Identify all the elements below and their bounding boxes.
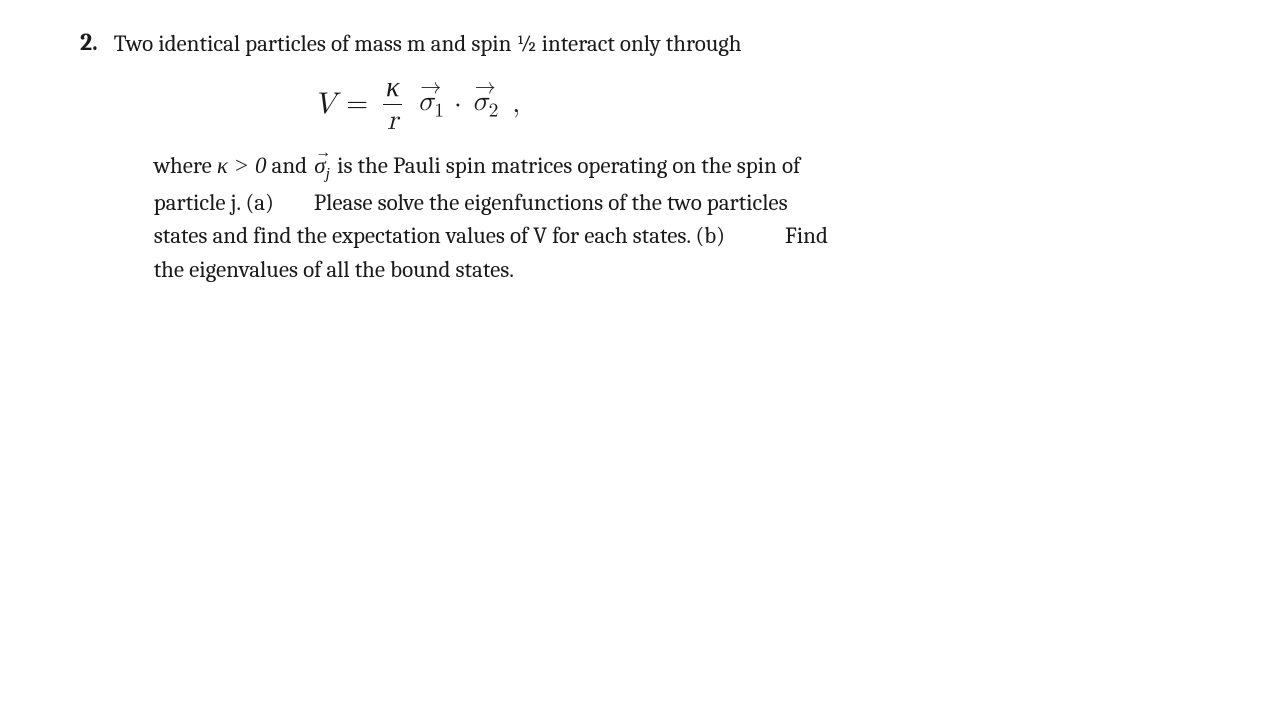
sigma1-vector: → σ1	[417, 87, 444, 122]
problem-container: 2. Two identical particles of mass m and…	[80, 28, 1200, 286]
text-segment: states and find the expectation values o…	[154, 222, 725, 249]
numerator-kappa: κ	[382, 74, 403, 104]
kappa-inequality: κ > 0	[217, 153, 267, 178]
equation-block: V = κ r → σ1 · → σ2 ,	[314, 74, 1200, 135]
text-segment: particle j. (a)	[154, 189, 274, 216]
sigma-j-vector: →σj	[314, 149, 330, 186]
text-segment: Please solve the eigenfunctions of the t…	[314, 189, 788, 216]
text-segment: is the Pauli spin matrices operating on …	[337, 152, 800, 179]
fraction-kappa-r: κ r	[382, 74, 403, 135]
vector-arrow-icon: →	[472, 76, 499, 99]
denominator-r: r	[383, 104, 402, 135]
sigma2-vector: → σ2	[472, 87, 499, 122]
intro-text: Two identical particles of mass m and sp…	[114, 28, 1200, 60]
text-segment: where	[154, 152, 217, 179]
problem-number: 2.	[80, 28, 98, 56]
text-segment: the eigenvalues of all the bound states.	[154, 256, 514, 283]
vector-arrow-icon: →	[417, 76, 444, 99]
text-segment: and	[266, 152, 312, 179]
equation-comma: ,	[512, 89, 520, 120]
dot-operator: ·	[454, 89, 462, 120]
equals-sign: =	[346, 89, 368, 120]
problem-body: Two identical particles of mass m and sp…	[114, 28, 1200, 286]
vector-arrow-icon: →	[315, 141, 331, 164]
problem-body-text: where κ > 0 and →σj is the Pauli spin ma…	[154, 149, 1200, 286]
text-segment: Find	[785, 222, 828, 249]
equation-V: V	[314, 88, 337, 121]
equation-row: V = κ r → σ1 · → σ2 ,	[314, 74, 521, 135]
